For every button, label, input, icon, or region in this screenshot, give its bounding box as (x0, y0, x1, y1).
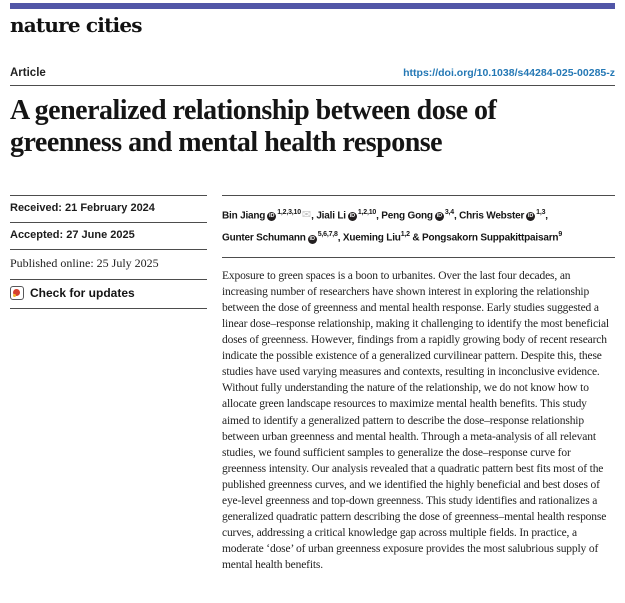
author-name: Pongsakorn Suppakittpaisarn (422, 232, 559, 244)
orcid-id-icon[interactable]: iD (307, 234, 317, 244)
author-affiliation-superscript: 1,2 (400, 231, 410, 239)
author-name: Peng Gong (381, 210, 433, 222)
author-name: Jiali Li (316, 210, 346, 222)
author-separator: , (376, 210, 382, 222)
author-line: Gunter Schumann iD5,6,7,8, Xueming Liu1,2… (222, 225, 615, 247)
article-body-column: Bin Jiang iD1,2,3,10✉, Jiali Li iD1,2,10, … (222, 195, 615, 573)
crossmark-icon (10, 286, 24, 300)
author-name: Bin Jiang (222, 210, 266, 222)
crossmark-yellow-dot (12, 293, 16, 297)
article-page: nature cities Article https://doi.org/10… (0, 3, 625, 573)
accepted-date: Accepted: 27 June 2025 (10, 222, 207, 249)
journal-wordmark: nature cities (10, 13, 143, 37)
author-name: Xueming Liu (342, 232, 401, 244)
title-line-2: greenness and mental health response (10, 127, 443, 158)
author-separator: & (409, 232, 423, 244)
article-meta-column: Received: 21 February 2024 Accepted: 27 … (10, 195, 207, 573)
author-affiliation-superscript: 9 (558, 231, 563, 239)
author-name: Chris Webster (459, 210, 525, 222)
title-line-1: A generalized relationship between dose … (10, 95, 497, 126)
abstract-text: Exposure to green spaces is a boon to ur… (222, 269, 609, 572)
check-for-updates-label: Check for updates (30, 286, 135, 300)
orcid-id-icon[interactable]: iD (347, 212, 357, 222)
meta-column-bottom-rule (10, 308, 207, 309)
author-separator: , (337, 232, 343, 244)
envelope-icon[interactable]: ✉ (301, 209, 312, 222)
article-header-row: Article https://doi.org/10.1038/s44284-0… (10, 67, 615, 86)
orcid-id-icon[interactable]: iD (434, 212, 444, 222)
published-date: Published online: 25 July 2025 (10, 249, 207, 279)
author-separator: , (311, 210, 317, 222)
author-separator: , (545, 210, 548, 222)
doi-link[interactable]: https://doi.org/10.1038/s44284-025-00285… (403, 67, 615, 79)
author-affiliation-superscript: 5,6,7,8 (317, 231, 338, 239)
crossmark-red-dot (13, 289, 20, 296)
orcid-id-icon[interactable]: iD (267, 212, 277, 222)
author-affiliation-superscript: 3,4 (444, 209, 454, 216)
journal-brand-bar (10, 3, 615, 9)
page-title: A generalized relationship between dose … (10, 95, 615, 159)
author-affiliation-superscript: 1,3 (536, 209, 546, 216)
author-list: Bin Jiang iD1,2,3,10✉, Jiali Li iD1,2,10, … (222, 195, 615, 257)
received-date: Received: 21 February 2024 (10, 195, 207, 222)
article-type-label: Article (10, 67, 46, 79)
author-affiliation-superscript: 1,2,10 (357, 209, 377, 216)
author-separator: , (453, 210, 460, 222)
abstract-section: Exposure to green spaces is a boon to ur… (222, 256, 615, 574)
author-affiliation-superscript: 1,2,3,10 (277, 209, 301, 216)
author-name: Gunter Schumann (222, 232, 306, 244)
orcid-id-icon[interactable]: iD (526, 212, 536, 222)
content-columns: Received: 21 February 2024 Accepted: 27 … (10, 195, 615, 573)
check-for-updates-button[interactable]: Check for updates (10, 279, 207, 308)
author-line: Bin Jiang iD1,2,3,10✉, Jiali Li iD1,2,10, … (222, 203, 615, 225)
